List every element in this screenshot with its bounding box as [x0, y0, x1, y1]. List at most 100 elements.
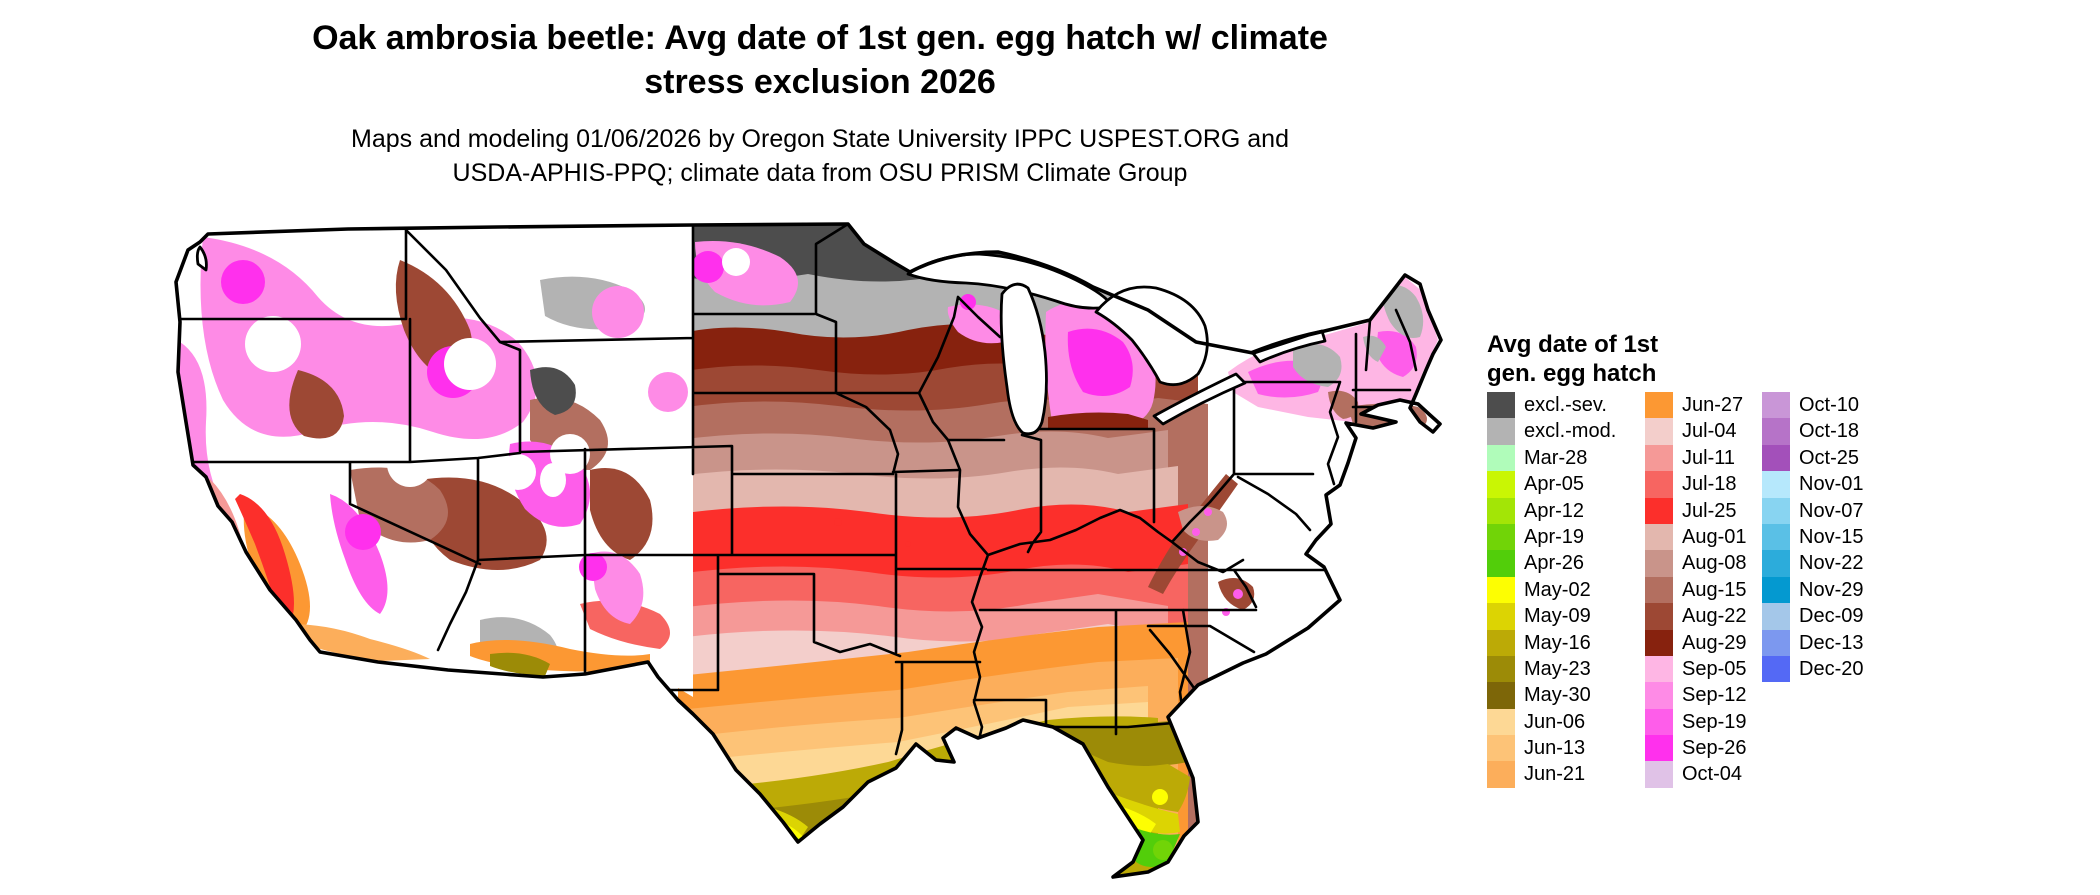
legend-row: Sep-12: [1645, 682, 1747, 709]
legend-swatch: [1762, 655, 1790, 683]
legend-swatch: [1487, 735, 1515, 762]
legend-label: Oct-04: [1682, 763, 1743, 786]
legend-label: Nov-07: [1799, 499, 1864, 522]
legend-row: Aug-15: [1645, 576, 1747, 604]
legend-label: Jul-11: [1682, 446, 1735, 469]
state-borders: [176, 224, 1418, 756]
legend-row: excl.-mod.: [1487, 418, 1617, 445]
legend-swatch: [1645, 708, 1673, 736]
subtitle-line-2: USDA-APHIS-PPQ; climate data from OSU PR…: [452, 159, 1188, 187]
legend-label: May-23: [1524, 657, 1591, 680]
legend-row: Sep-05: [1645, 655, 1747, 683]
legend-swatch: [1762, 444, 1790, 472]
legend-row: Nov-15: [1762, 523, 1864, 551]
legend-swatch: [1645, 761, 1673, 788]
legend-row: Jul-04: [1645, 418, 1747, 445]
legend-swatch: [1762, 497, 1790, 524]
legend-row: Apr-26: [1487, 550, 1616, 577]
legend-row: Nov-01: [1762, 471, 1863, 498]
legend-label: excl.-mod.: [1524, 420, 1617, 443]
legend-title-line-2: gen. egg hatch: [1487, 360, 1657, 387]
legend-swatch: [1762, 603, 1790, 630]
legend-swatch: [1645, 603, 1673, 630]
legend-swatch: [1762, 471, 1790, 498]
legend-swatch: [1487, 418, 1515, 445]
legend-row: Oct-04: [1645, 761, 1747, 788]
legend-label: Apr-05: [1524, 473, 1585, 496]
legend-swatch: [1487, 471, 1515, 498]
legend-swatch: [1762, 576, 1790, 604]
legend-swatch: [1487, 708, 1515, 736]
legend-swatch: [1762, 523, 1790, 551]
legend-label: Jun-06: [1524, 710, 1586, 733]
legend-swatch: [1762, 392, 1790, 419]
legend-swatch: [1487, 550, 1515, 577]
legend-row: Jun-21: [1487, 761, 1616, 788]
legend-label: May-16: [1524, 631, 1591, 654]
legend-label: Nov-15: [1799, 525, 1864, 548]
legend-row: Oct-25: [1762, 444, 1863, 472]
legend-label: Oct-18: [1799, 420, 1860, 443]
legend-row: Dec-13: [1762, 629, 1864, 656]
legend-swatch: [1645, 392, 1673, 419]
legend-row: Dec-09: [1762, 603, 1864, 630]
legend-swatch: [1645, 576, 1673, 604]
legend-row: Aug-22: [1645, 603, 1747, 630]
legend-swatch: [1645, 471, 1673, 498]
legend-label: Dec-20: [1799, 657, 1864, 680]
us-map: [148, 222, 1458, 890]
legend-swatch: [1645, 418, 1673, 445]
legend-swatch: [1762, 629, 1790, 656]
legend-row: Jun-06: [1487, 708, 1616, 736]
legend-swatch: [1487, 603, 1515, 630]
legend-row: Aug-01: [1645, 523, 1747, 551]
legend-label: Aug-08: [1682, 552, 1747, 575]
legend-swatch: [1645, 497, 1673, 524]
legend-label: Aug-29: [1682, 631, 1747, 654]
legend-row: Jul-25: [1645, 497, 1747, 524]
legend-swatch: [1487, 576, 1515, 604]
legend-label: May-30: [1524, 684, 1591, 707]
legend-swatch: [1645, 550, 1673, 577]
legend-label: Sep-05: [1682, 657, 1747, 680]
legend-swatch: [1762, 418, 1790, 445]
legend-row: excl.-sev.: [1487, 392, 1616, 419]
legend-label: Mar-28: [1524, 446, 1588, 469]
legend-label: Sep-12: [1682, 684, 1747, 707]
legend-row: Jul-18: [1645, 471, 1747, 498]
legend-label: Jul-18: [1682, 473, 1737, 496]
legend-swatch: [1487, 629, 1515, 656]
legend-label: excl.-sev.: [1524, 394, 1607, 416]
us-map-svg: [174, 222, 1443, 879]
lake-erie: [1152, 372, 1247, 426]
legend-swatch: [1645, 629, 1673, 656]
legend-label: Aug-22: [1682, 605, 1747, 628]
legend-row: Apr-12: [1487, 497, 1616, 524]
legend-swatch: [1645, 655, 1673, 683]
legend-label: Nov-22: [1799, 552, 1864, 575]
legend-row: Jun-27: [1645, 392, 1747, 419]
legend-row: Oct-18: [1762, 418, 1863, 445]
legend-row: May-30: [1487, 682, 1616, 709]
puget-sound: [195, 245, 208, 272]
subtitle-line-1: Maps and modeling 01/06/2026 by Oregon S…: [351, 125, 1289, 153]
legend-label: Dec-09: [1799, 605, 1864, 628]
legend-label: Dec-13: [1799, 631, 1864, 654]
legend-swatch: [1487, 444, 1515, 472]
legend-swatch: [1487, 761, 1515, 788]
legend-column-2: Jun-27 Jul-04 Jul-11 Jul-18 Jul-25 Aug-01 Aug-…: [1645, 392, 1747, 788]
legend-row: Apr-05: [1487, 471, 1616, 498]
legend-swatch: [1645, 735, 1673, 762]
legend-label: Oct-25: [1799, 446, 1860, 469]
legend-label: Jun-27: [1682, 394, 1744, 416]
great-lakes: [195, 245, 1327, 436]
legend-swatch: [1487, 682, 1515, 709]
lake-huron: [1094, 285, 1209, 387]
legend-swatch: [1645, 444, 1673, 472]
legend-row: Oct-10: [1762, 392, 1863, 419]
legend-label: Jun-21: [1524, 763, 1586, 786]
legend-row: Sep-26: [1645, 735, 1747, 762]
title-line-2: stress exclusion 2026: [644, 63, 996, 101]
legend-label: May-02: [1524, 578, 1591, 601]
